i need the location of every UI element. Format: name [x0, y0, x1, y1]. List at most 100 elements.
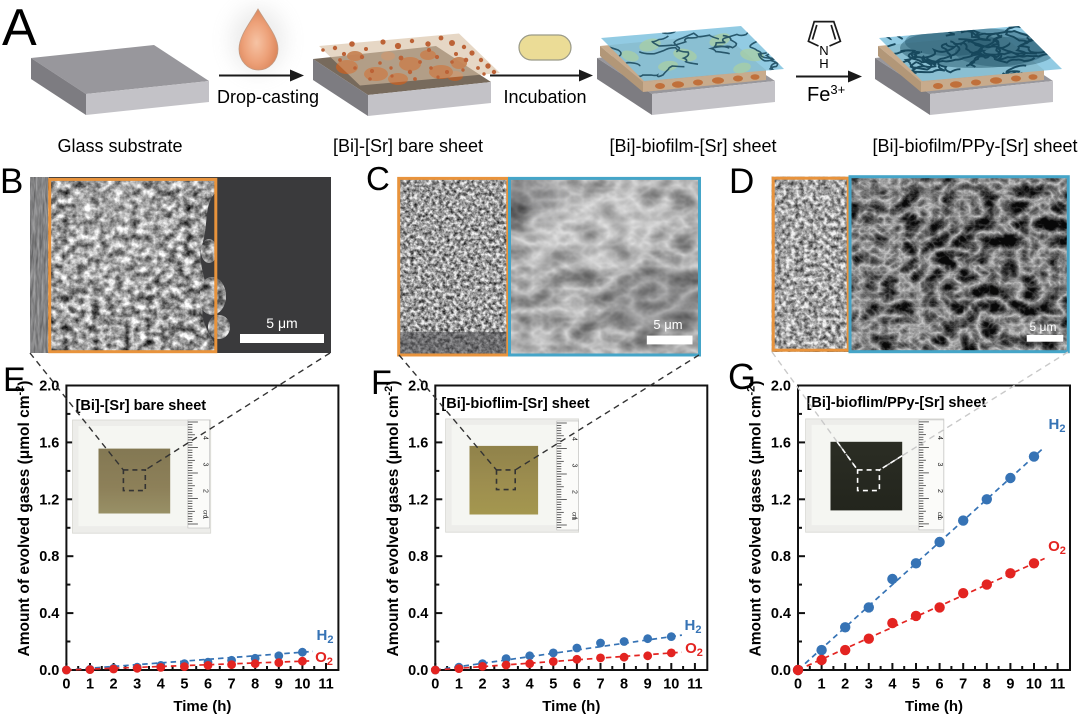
svg-text:1: 1 — [818, 677, 826, 693]
svg-text:7: 7 — [959, 677, 967, 693]
svg-text:Amount of evolved gases (μmol: Amount of evolved gases (μmol cm-2) — [14, 381, 33, 657]
svg-text:3: 3 — [936, 462, 943, 466]
svg-text:11: 11 — [318, 677, 333, 693]
svg-text:3: 3 — [502, 677, 510, 693]
svg-text:6: 6 — [573, 677, 581, 693]
svg-text:0: 0 — [62, 677, 70, 693]
svg-text:10: 10 — [294, 677, 310, 693]
svg-text:1: 1 — [936, 515, 943, 519]
svg-text:[Bi]-biofilm-[Sr] sheet: [Bi]-biofilm-[Sr] sheet — [609, 136, 776, 156]
svg-text:[Bi]-bioflim/PPy-[Sr] sheet: [Bi]-bioflim/PPy-[Sr] sheet — [807, 395, 987, 411]
svg-text:H2: H2 — [685, 617, 702, 636]
svg-text:1.2: 1.2 — [771, 492, 791, 508]
svg-text:Fe3+: Fe3+ — [807, 82, 845, 106]
svg-text:6: 6 — [204, 677, 212, 693]
svg-text:0: 0 — [431, 677, 439, 693]
svg-text:0.4: 0.4 — [408, 606, 428, 622]
svg-text:7: 7 — [596, 677, 604, 693]
svg-text:0.8: 0.8 — [39, 549, 59, 565]
svg-text:Time (h): Time (h) — [905, 698, 963, 715]
svg-text:H: H — [819, 56, 828, 71]
svg-text:1: 1 — [86, 677, 94, 693]
svg-text:2: 2 — [936, 489, 943, 493]
svg-text:O2: O2 — [685, 640, 703, 659]
svg-text:9: 9 — [1006, 677, 1014, 693]
svg-text:10: 10 — [1026, 677, 1042, 693]
svg-text:8: 8 — [251, 677, 259, 693]
svg-text:N: N — [819, 43, 828, 58]
svg-text:2: 2 — [571, 490, 578, 494]
svg-text:E: E — [3, 361, 26, 399]
svg-text:B: B — [0, 162, 23, 201]
svg-text:3: 3 — [865, 677, 873, 693]
svg-text:8: 8 — [983, 677, 991, 693]
svg-text:cm: cm — [936, 512, 942, 520]
svg-text:6: 6 — [936, 677, 944, 693]
svg-text:3: 3 — [202, 463, 209, 467]
svg-text:5: 5 — [549, 677, 557, 693]
svg-text:2: 2 — [202, 489, 209, 493]
svg-text:D: D — [729, 162, 754, 201]
svg-text:7: 7 — [228, 677, 236, 693]
svg-text:5: 5 — [912, 677, 920, 693]
svg-text:2: 2 — [841, 677, 849, 693]
svg-text:0.0: 0.0 — [771, 663, 791, 679]
svg-text:0.0: 0.0 — [39, 663, 59, 679]
svg-text:G: G — [728, 356, 756, 397]
svg-text:3: 3 — [133, 677, 141, 693]
svg-text:2.0: 2.0 — [408, 379, 428, 395]
svg-text:H2: H2 — [317, 627, 334, 646]
svg-text:4: 4 — [157, 677, 165, 693]
svg-text:9: 9 — [644, 677, 652, 693]
svg-text:4: 4 — [526, 677, 534, 693]
svg-text:1.2: 1.2 — [39, 492, 59, 508]
svg-text:9: 9 — [275, 677, 283, 693]
svg-text:3: 3 — [571, 464, 578, 468]
svg-text:8: 8 — [620, 677, 628, 693]
svg-text:O2: O2 — [1048, 538, 1066, 557]
svg-text:H2: H2 — [1049, 416, 1066, 435]
svg-text:11: 11 — [1050, 677, 1065, 693]
svg-text:1.2: 1.2 — [408, 492, 428, 508]
svg-text:2.0: 2.0 — [771, 379, 791, 395]
svg-text:0.4: 0.4 — [39, 606, 59, 622]
svg-text:2.0: 2.0 — [39, 379, 59, 395]
svg-text:4: 4 — [888, 677, 896, 693]
svg-text:[Bi]-[Sr] bare sheet: [Bi]-[Sr] bare sheet — [76, 398, 207, 414]
svg-text:4: 4 — [936, 436, 943, 440]
svg-text:2: 2 — [110, 677, 118, 693]
svg-text:1: 1 — [202, 516, 209, 520]
svg-text:4: 4 — [202, 436, 209, 440]
svg-text:C: C — [366, 160, 390, 197]
svg-text:5 μm: 5 μm — [266, 315, 297, 331]
svg-text:Amount of evolved gases (μmol: Amount of evolved gases (μmol cm-2) — [383, 381, 402, 657]
svg-text:cm: cm — [202, 510, 208, 518]
svg-text:Glass substrate: Glass substrate — [57, 136, 182, 156]
svg-text:4: 4 — [571, 437, 578, 441]
svg-text:1.6: 1.6 — [39, 435, 59, 451]
svg-text:[Bi]-biofilm/PPy-[Sr] sheet: [Bi]-biofilm/PPy-[Sr] sheet — [872, 136, 1077, 156]
svg-text:2: 2 — [478, 677, 486, 693]
svg-text:1.6: 1.6 — [771, 435, 791, 451]
svg-text:Time (h): Time (h) — [542, 698, 600, 715]
svg-text:0.4: 0.4 — [771, 606, 791, 622]
svg-text:[Bi]-bioflim-[Sr] sheet: [Bi]-bioflim-[Sr] sheet — [441, 396, 589, 412]
svg-text:O2: O2 — [315, 649, 333, 668]
svg-text:[Bi]-[Sr] bare sheet: [Bi]-[Sr] bare sheet — [333, 136, 483, 156]
svg-text:1: 1 — [571, 517, 578, 521]
svg-text:1.6: 1.6 — [408, 435, 428, 451]
svg-text:Amount of evolved gases (μmol: Amount of evolved gases (μmol cm-2) — [746, 381, 765, 657]
svg-text:1: 1 — [455, 677, 463, 693]
svg-text:0.0: 0.0 — [408, 663, 428, 679]
svg-text:Incubation: Incubation — [503, 87, 586, 107]
svg-text:cm: cm — [571, 512, 577, 520]
svg-text:A: A — [2, 0, 37, 57]
svg-text:5 μm: 5 μm — [1030, 320, 1057, 334]
svg-text:F: F — [371, 364, 392, 402]
svg-text:0: 0 — [794, 677, 802, 693]
svg-text:Drop-casting: Drop-casting — [217, 87, 319, 107]
svg-text:5 μm: 5 μm — [653, 317, 682, 332]
svg-text:10: 10 — [663, 677, 679, 693]
svg-text:5: 5 — [180, 677, 188, 693]
svg-text:0.8: 0.8 — [771, 549, 791, 565]
